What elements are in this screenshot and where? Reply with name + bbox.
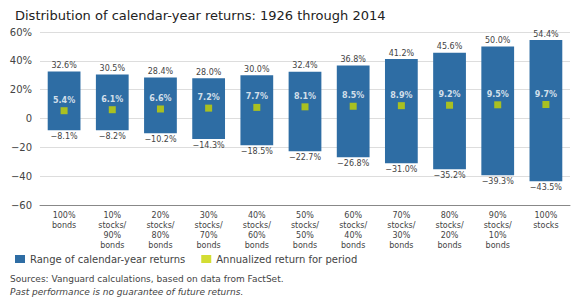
svg-text:Annualized return for period: Annualized return for period <box>216 254 357 265</box>
svg-text:90%: 90% <box>489 211 507 220</box>
svg-text:10%: 10% <box>103 211 121 220</box>
svg-text:−8.2%: −8.2% <box>99 132 126 141</box>
svg-text:−40: −40 <box>11 171 32 182</box>
svg-text:10%: 10% <box>489 231 507 240</box>
svg-text:80%: 80% <box>152 231 170 240</box>
svg-text:80%: 80% <box>441 211 459 220</box>
svg-text:60%: 60% <box>248 231 266 240</box>
svg-text:−31.0%: −31.0% <box>385 165 418 174</box>
svg-text:100%: 100% <box>53 211 76 220</box>
svg-text:−20: −20 <box>11 142 32 153</box>
svg-text:Past performance is no guarant: Past performance is no guarantee of futu… <box>10 287 243 297</box>
svg-text:stocks/: stocks/ <box>339 221 367 230</box>
svg-text:−8.1%: −8.1% <box>51 132 78 141</box>
svg-text:8.1%: 8.1% <box>294 92 316 101</box>
svg-text:−35.2%: −35.2% <box>433 171 466 180</box>
svg-text:45.6%: 45.6% <box>437 42 463 51</box>
svg-text:−10.2%: −10.2% <box>144 135 177 144</box>
svg-text:bonds: bonds <box>437 241 461 250</box>
svg-text:bonds: bonds <box>100 241 124 250</box>
svg-text:9.5%: 9.5% <box>487 90 509 99</box>
svg-text:40%: 40% <box>344 231 362 240</box>
svg-text:100%: 100% <box>534 211 557 220</box>
svg-text:bonds: bonds <box>196 241 220 250</box>
svg-text:32.4%: 32.4% <box>292 61 318 70</box>
svg-text:stocks/: stocks/ <box>146 221 174 230</box>
svg-text:bonds: bonds <box>341 241 365 250</box>
svg-text:32.6%: 32.6% <box>51 61 77 70</box>
svg-text:−39.3%: −39.3% <box>482 177 515 186</box>
svg-text:60%: 60% <box>344 211 362 220</box>
svg-text:6.1%: 6.1% <box>101 95 123 104</box>
svg-text:30%: 30% <box>392 231 410 240</box>
svg-text:5.4%: 5.4% <box>53 96 75 105</box>
svg-text:stocks/: stocks/ <box>98 221 126 230</box>
svg-text:bonds: bonds <box>245 241 269 250</box>
svg-text:0: 0 <box>26 113 32 124</box>
svg-text:70%: 70% <box>392 211 410 220</box>
svg-text:6.6%: 6.6% <box>149 94 171 103</box>
svg-text:30%: 30% <box>200 211 218 220</box>
svg-text:20%: 20% <box>441 231 459 240</box>
svg-text:41.2%: 41.2% <box>389 49 415 58</box>
svg-text:30.0%: 30.0% <box>244 65 270 74</box>
svg-text:50.0%: 50.0% <box>485 36 511 45</box>
svg-text:bonds: bonds <box>486 241 510 250</box>
svg-text:bonds: bonds <box>52 221 76 230</box>
svg-text:60%: 60% <box>10 27 32 38</box>
svg-text:40%: 40% <box>10 55 32 66</box>
svg-text:Distribution of calendar-year: Distribution of calendar-year returns: 1… <box>15 8 385 23</box>
svg-text:28.4%: 28.4% <box>148 67 174 76</box>
svg-text:Sources: Vanguard calculations: Sources: Vanguard calculations, based on… <box>10 274 284 284</box>
svg-text:−43.5%: −43.5% <box>530 183 563 192</box>
svg-text:7.7%: 7.7% <box>246 92 268 101</box>
svg-text:50%: 50% <box>296 231 314 240</box>
svg-text:28.0%: 28.0% <box>196 68 222 77</box>
svg-text:Range of calendar-year returns: Range of calendar-year returns <box>30 254 185 265</box>
svg-text:9.7%: 9.7% <box>535 90 557 99</box>
svg-text:−26.8%: −26.8% <box>337 159 370 168</box>
svg-text:90%: 90% <box>103 231 121 240</box>
svg-text:8.5%: 8.5% <box>342 91 364 100</box>
svg-text:stocks/: stocks/ <box>243 221 271 230</box>
svg-text:stocks: stocks <box>533 221 558 230</box>
svg-text:−22.7%: −22.7% <box>289 153 322 162</box>
svg-text:70%: 70% <box>200 231 218 240</box>
svg-text:50%: 50% <box>296 211 314 220</box>
svg-text:36.8%: 36.8% <box>340 55 366 64</box>
svg-text:20%: 20% <box>10 84 32 95</box>
svg-text:stocks/: stocks/ <box>435 221 463 230</box>
svg-text:7.2%: 7.2% <box>198 93 220 102</box>
svg-text:bonds: bonds <box>389 241 413 250</box>
svg-text:9.2%: 9.2% <box>438 90 460 99</box>
svg-text:8.9%: 8.9% <box>390 91 412 100</box>
svg-text:stocks/: stocks/ <box>387 221 415 230</box>
svg-text:stocks/: stocks/ <box>195 221 223 230</box>
svg-text:stocks/: stocks/ <box>291 221 319 230</box>
svg-text:40%: 40% <box>248 211 266 220</box>
svg-text:54.4%: 54.4% <box>533 30 559 39</box>
svg-text:20%: 20% <box>152 211 170 220</box>
svg-text:−14.3%: −14.3% <box>193 141 226 150</box>
svg-text:−18.5%: −18.5% <box>241 147 274 156</box>
svg-text:30.5%: 30.5% <box>100 64 126 73</box>
svg-text:bonds: bonds <box>148 241 172 250</box>
svg-text:bonds: bonds <box>293 241 317 250</box>
svg-text:stocks/: stocks/ <box>484 221 512 230</box>
svg-text:−60: −60 <box>11 200 32 211</box>
